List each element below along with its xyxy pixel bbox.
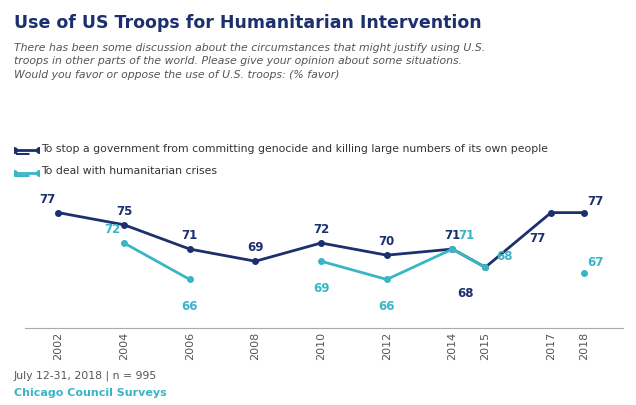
Text: 75: 75 bbox=[116, 205, 132, 218]
Text: 69: 69 bbox=[313, 282, 329, 295]
Text: To stop a government from committing genocide and killing large numbers of its o: To stop a government from committing gen… bbox=[41, 144, 548, 154]
Text: 68: 68 bbox=[458, 287, 474, 300]
Text: 70: 70 bbox=[378, 235, 395, 248]
Text: 77: 77 bbox=[587, 196, 603, 209]
Text: 67: 67 bbox=[587, 256, 603, 269]
Text: 77: 77 bbox=[39, 193, 55, 206]
Text: 72: 72 bbox=[313, 223, 329, 236]
Text: —: — bbox=[14, 146, 29, 161]
Text: 72: 72 bbox=[105, 223, 121, 236]
Text: 71: 71 bbox=[445, 229, 460, 242]
Text: July 12-31, 2018 | n = 995: July 12-31, 2018 | n = 995 bbox=[14, 371, 157, 381]
Text: 66: 66 bbox=[378, 300, 395, 313]
Text: To deal with humanitarian crises: To deal with humanitarian crises bbox=[41, 166, 218, 176]
Text: 69: 69 bbox=[247, 241, 264, 254]
Text: Use of US Troops for Humanitarian Intervention: Use of US Troops for Humanitarian Interv… bbox=[14, 14, 481, 32]
Text: 71: 71 bbox=[181, 229, 198, 242]
Text: 77: 77 bbox=[529, 232, 545, 245]
Text: 71: 71 bbox=[458, 229, 474, 242]
Text: 66: 66 bbox=[181, 300, 198, 313]
Text: There has been some discussion about the circumstances that might justify using : There has been some discussion about the… bbox=[14, 43, 485, 80]
Text: Chicago Council Surveys: Chicago Council Surveys bbox=[14, 388, 167, 398]
Text: —: — bbox=[14, 168, 29, 183]
Text: 68: 68 bbox=[497, 250, 513, 263]
